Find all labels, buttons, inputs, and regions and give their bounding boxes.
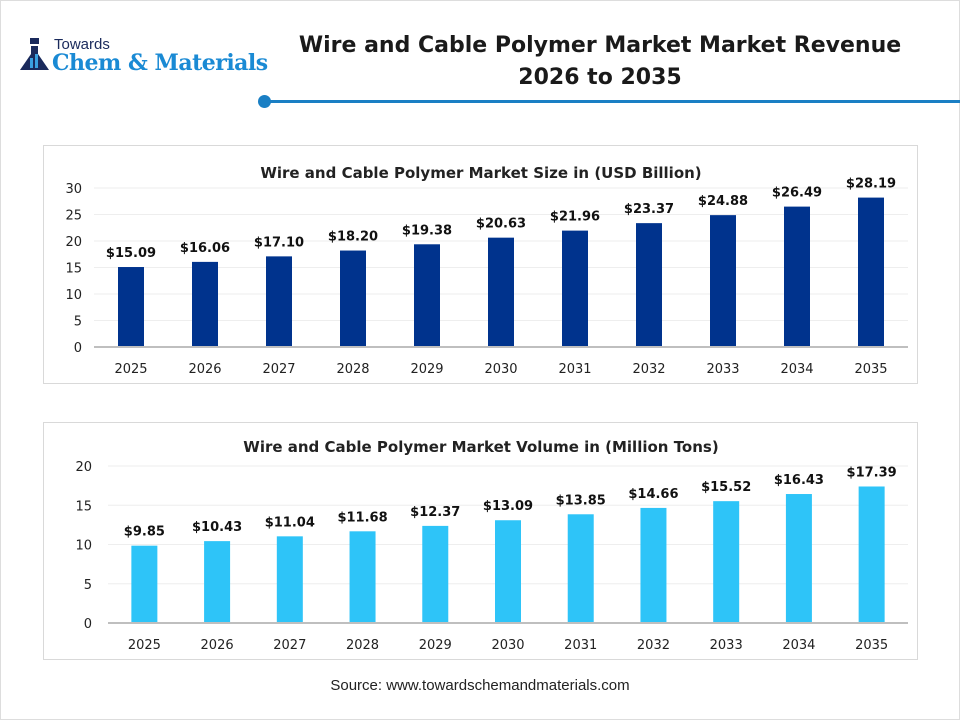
flask-icon [20, 38, 49, 70]
logo-line1: Towards [54, 36, 110, 53]
data-label: $26.49 [772, 186, 822, 201]
data-label: $13.09 [483, 499, 533, 514]
y-tick-label: 20 [65, 235, 82, 250]
data-label: $15.52 [701, 480, 751, 495]
x-tick-label: 2026 [188, 362, 221, 377]
x-tick-label: 2034 [782, 638, 815, 653]
bar [414, 244, 440, 347]
bar [204, 541, 231, 623]
bar [636, 223, 662, 347]
bar [131, 545, 158, 623]
bar [784, 206, 810, 347]
y-tick-label: 15 [65, 262, 82, 277]
y-tick-label: 5 [74, 315, 82, 330]
market-size-chart: Wire and Cable Polymer Market Size in (U… [43, 145, 918, 384]
title-line1: Wire and Cable Polymer Market Market Rev… [298, 33, 902, 58]
x-tick-label: 2030 [484, 362, 517, 377]
x-tick-label: 2033 [706, 362, 739, 377]
bar [858, 197, 884, 347]
x-tick-label: 2025 [114, 362, 147, 377]
x-tick-label: 2029 [410, 362, 443, 377]
bar [710, 215, 736, 347]
y-tick-label: 15 [75, 499, 92, 514]
data-label: $17.39 [847, 465, 897, 480]
bar [713, 501, 740, 623]
x-tick-label: 2027 [273, 638, 306, 653]
x-tick-label: 2035 [855, 638, 888, 653]
data-label: $24.88 [698, 194, 748, 209]
y-tick-label: 25 [65, 209, 82, 224]
x-tick-label: 2029 [419, 638, 452, 653]
title-line2: 2026 to 2035 [518, 65, 682, 90]
bar [349, 531, 376, 623]
x-tick-label: 2034 [780, 362, 813, 377]
bar [266, 256, 292, 347]
data-label: $13.85 [556, 493, 606, 508]
chart-title: Wire and Cable Polymer Market Volume in … [243, 438, 718, 456]
y-tick-label: 10 [75, 539, 92, 554]
source-text: Source: www.towardschemandmaterials.com [330, 677, 630, 694]
bar [276, 536, 303, 623]
data-label: $15.09 [106, 246, 156, 261]
data-label: $21.96 [550, 210, 600, 225]
data-label: $28.19 [846, 177, 896, 192]
data-label: $23.37 [624, 202, 674, 217]
x-tick-label: 2028 [336, 362, 369, 377]
bar [567, 514, 594, 623]
divider-dot [258, 95, 271, 108]
data-label: $10.43 [192, 520, 242, 535]
chart-title: Wire and Cable Polymer Market Size in (U… [260, 164, 701, 182]
data-label: $14.66 [628, 487, 678, 502]
data-label: $12.37 [410, 505, 460, 520]
data-label: $11.04 [265, 515, 315, 530]
data-label: $19.38 [402, 223, 452, 238]
bar [858, 486, 885, 623]
x-tick-label: 2030 [491, 638, 524, 653]
title-divider [265, 100, 960, 103]
data-label: $16.06 [180, 241, 230, 256]
bar [640, 507, 667, 623]
bar [192, 261, 218, 347]
y-tick-label: 20 [75, 460, 92, 475]
x-tick-label: 2027 [262, 362, 295, 377]
bar [488, 237, 514, 347]
y-tick-label: 0 [84, 617, 92, 632]
page-title: Wire and Cable Polymer Market Market Rev… [280, 30, 920, 94]
bar [422, 525, 449, 623]
x-tick-label: 2033 [710, 638, 743, 653]
x-tick-label: 2026 [201, 638, 234, 653]
x-tick-label: 2025 [128, 638, 161, 653]
bar [785, 494, 812, 623]
y-tick-label: 5 [84, 578, 92, 593]
data-label: $17.10 [254, 235, 304, 250]
x-tick-label: 2035 [854, 362, 887, 377]
data-label: $11.68 [337, 510, 387, 525]
bar [340, 250, 366, 347]
x-tick-label: 2032 [637, 638, 670, 653]
y-tick-label: 10 [65, 288, 82, 303]
y-tick-label: 0 [74, 341, 82, 356]
data-label: $18.20 [328, 230, 378, 245]
bar [562, 230, 588, 347]
data-label: $20.63 [476, 217, 526, 232]
x-tick-label: 2031 [564, 638, 597, 653]
y-tick-label: 30 [65, 182, 82, 197]
bar [495, 520, 521, 623]
data-label: $16.43 [774, 473, 824, 488]
market-volume-chart: Wire and Cable Polymer Market Volume in … [43, 422, 918, 660]
logo-line2: Chem & Materials [52, 50, 268, 76]
x-tick-label: 2032 [632, 362, 665, 377]
x-tick-label: 2031 [558, 362, 591, 377]
x-tick-label: 2028 [346, 638, 379, 653]
data-label: $9.85 [124, 525, 165, 540]
bar [118, 267, 144, 347]
